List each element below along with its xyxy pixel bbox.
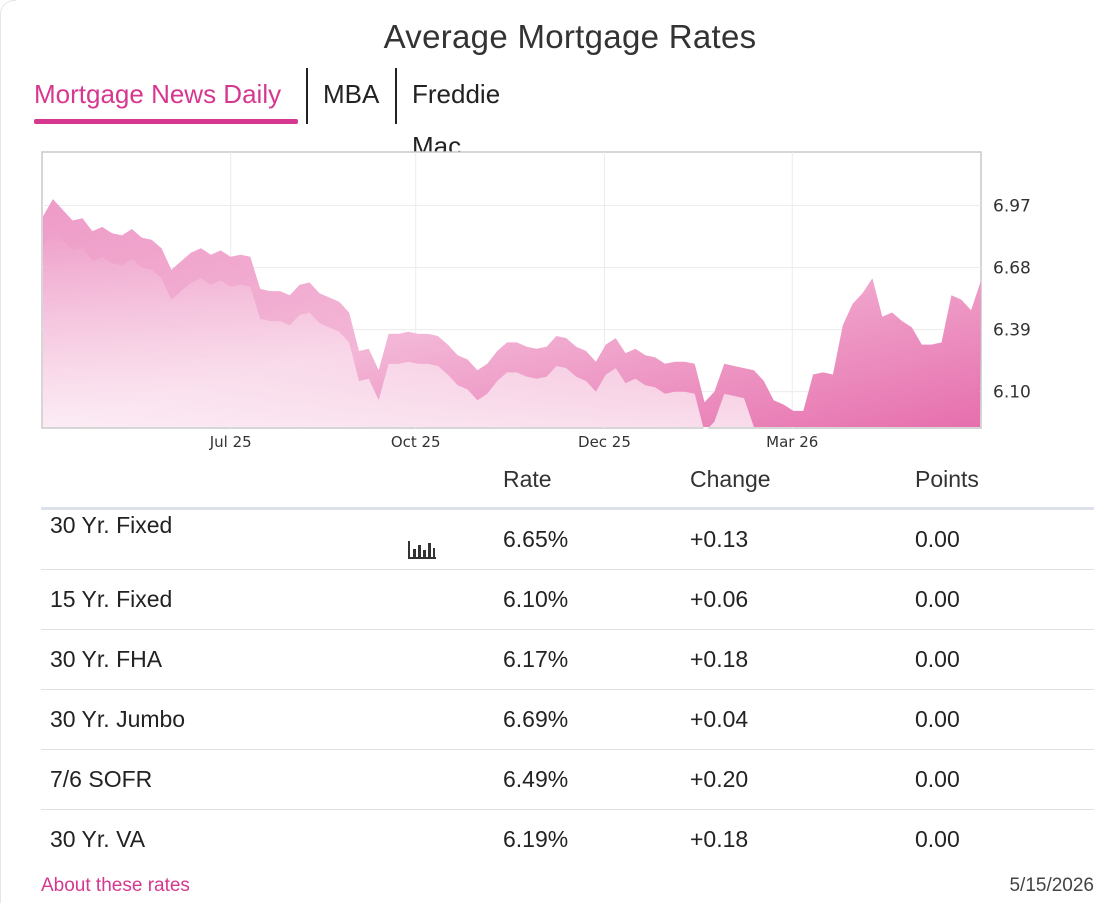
change-cell: +0.04 xyxy=(690,689,915,750)
tab-mba[interactable]: MBA xyxy=(323,79,380,109)
loan-type: 30 Yr. VA xyxy=(50,826,146,852)
rate-area-highlight xyxy=(43,229,754,433)
change-cell: +0.13 xyxy=(690,508,915,570)
tab-divider xyxy=(306,68,308,124)
bar-chart-icon[interactable] xyxy=(407,539,437,561)
change-cell: +0.18 xyxy=(690,629,915,690)
points-cell: 0.00 xyxy=(915,689,1094,750)
y-axis-labels: 6.97 6.68 6.39 6.10 xyxy=(993,196,1031,402)
tab-divider xyxy=(395,68,397,124)
loan-type: 7/6 SOFR xyxy=(41,749,503,810)
header-rate: Rate xyxy=(503,451,690,510)
change-cell: +0.06 xyxy=(690,569,915,630)
page-title: Average Mortgage Rates xyxy=(383,18,757,55)
x-tick-label: Dec 25 xyxy=(578,433,631,451)
table-row[interactable]: 30 Yr. Fixed 6.65% +0.13 0.00 xyxy=(41,508,1094,570)
rates-table: Rate Change Points 30 Yr. Fixed 6.65% +0… xyxy=(41,451,1094,869)
table-row[interactable]: 30 Yr. Jumbo 6.69% +0.04 0.00 xyxy=(41,689,1094,750)
card-border xyxy=(0,0,16,903)
points-cell: 0.00 xyxy=(915,569,1094,630)
table-row[interactable]: 15 Yr. Fixed 6.10% +0.06 0.00 xyxy=(41,569,1094,630)
y-tick-label: 6.10 xyxy=(993,383,1031,403)
table-row[interactable]: 30 Yr. VA 6.19% +0.18 0.00 xyxy=(41,810,1094,870)
x-tick-label: Jul 25 xyxy=(209,433,252,451)
row-name-cell: 30 Yr. Fixed xyxy=(41,508,503,570)
about-rates-link[interactable]: About these rates xyxy=(41,875,190,896)
rate-history-chart[interactable]: Jul 25 Oct 25 Dec 25 Mar 26 6.97 6.68 6.39 6.1… xyxy=(0,0,1094,460)
points-cell: 0.00 xyxy=(915,749,1094,810)
rates-table-header: Rate Change Points xyxy=(41,451,1094,510)
table-row[interactable]: 30 Yr. FHA 6.17% +0.18 0.00 xyxy=(41,629,1094,690)
rate-cell: 6.49% xyxy=(503,749,690,810)
x-tick-label: Oct 25 xyxy=(391,433,441,451)
header-change: Change xyxy=(690,451,915,510)
loan-type: 30 Yr. FHA xyxy=(41,629,503,690)
change-cell: +0.18 xyxy=(690,826,749,852)
rate-cell: 6.69% xyxy=(503,689,690,750)
y-tick-label: 6.39 xyxy=(993,321,1031,341)
tab-mortgage-news-daily[interactable]: Mortgage News Daily xyxy=(34,68,298,124)
points-cell: 0.00 xyxy=(915,826,960,852)
y-tick-label: 6.68 xyxy=(993,259,1031,279)
points-cell: 0.00 xyxy=(915,508,1094,570)
rate-cell: 6.19% xyxy=(503,826,569,852)
change-cell: +0.20 xyxy=(690,749,915,810)
x-tick-label: Mar 26 xyxy=(766,433,818,451)
as-of-date: 5/15/2026 xyxy=(1009,875,1094,896)
loan-type: 30 Yr. Fixed xyxy=(50,512,173,538)
rate-cell: 6.10% xyxy=(503,569,690,630)
table-row[interactable]: 7/6 SOFR 6.49% +0.20 0.00 xyxy=(41,749,1094,810)
rate-cell: 6.17% xyxy=(503,629,690,690)
x-axis-labels: Jul 25 Oct 25 Dec 25 Mar 26 xyxy=(209,433,819,451)
header-points: Points xyxy=(915,451,1094,510)
chart-svg[interactable]: Jul 25 Oct 25 Dec 25 Mar 26 6.97 6.68 6.39 6.1… xyxy=(0,0,1094,460)
rate-cell: 6.65% xyxy=(503,508,690,570)
points-cell: 0.00 xyxy=(915,629,1094,690)
loan-type: 30 Yr. Jumbo xyxy=(41,689,503,750)
y-tick-label: 6.97 xyxy=(993,196,1031,216)
loan-type: 15 Yr. Fixed xyxy=(41,569,503,630)
header-name xyxy=(41,451,503,510)
